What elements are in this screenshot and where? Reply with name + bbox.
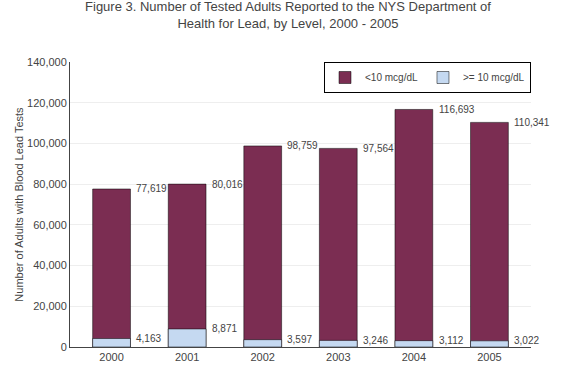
svg-text:20,000: 20,000 xyxy=(33,300,67,312)
svg-text:2005: 2005 xyxy=(477,351,501,363)
svg-text:3,597: 3,597 xyxy=(287,334,312,345)
svg-text:110,341: 110,341 xyxy=(514,117,550,128)
svg-text:2003: 2003 xyxy=(326,351,350,363)
svg-text:8,871: 8,871 xyxy=(212,323,237,334)
svg-text:4,163: 4,163 xyxy=(136,333,161,344)
svg-text:3,246: 3,246 xyxy=(363,335,388,346)
svg-text:>= 10 mcg/dL: >= 10 mcg/dL xyxy=(463,72,525,83)
svg-text:116,693: 116,693 xyxy=(439,104,475,115)
svg-text:98,759: 98,759 xyxy=(287,140,318,151)
svg-text:80,016: 80,016 xyxy=(212,179,243,190)
svg-text:2001: 2001 xyxy=(175,351,199,363)
svg-text:120,000: 120,000 xyxy=(27,97,67,109)
svg-text:2004: 2004 xyxy=(402,351,426,363)
svg-text:2000: 2000 xyxy=(99,351,123,363)
svg-text:140,000: 140,000 xyxy=(27,56,67,68)
svg-text:80,000: 80,000 xyxy=(33,178,67,190)
svg-text:77,619: 77,619 xyxy=(136,183,167,194)
svg-text:Figure 3. Number of Tested Adu: Figure 3. Number of Tested Adults Report… xyxy=(85,0,491,31)
svg-text:60,000: 60,000 xyxy=(33,219,67,231)
svg-text:3,112: 3,112 xyxy=(439,335,464,346)
svg-text:0: 0 xyxy=(61,341,67,353)
svg-text:97,564: 97,564 xyxy=(363,143,394,154)
svg-text:2002: 2002 xyxy=(250,351,274,363)
svg-text:<10 mcg/dL: <10 mcg/dL xyxy=(365,72,418,83)
svg-text:40,000: 40,000 xyxy=(33,259,67,271)
svg-text:100,000: 100,000 xyxy=(27,137,67,149)
svg-text:3,022: 3,022 xyxy=(514,335,539,346)
svg-text:Number of Adults with Blood Le: Number of Adults with Blood Lead Tests xyxy=(13,107,25,302)
